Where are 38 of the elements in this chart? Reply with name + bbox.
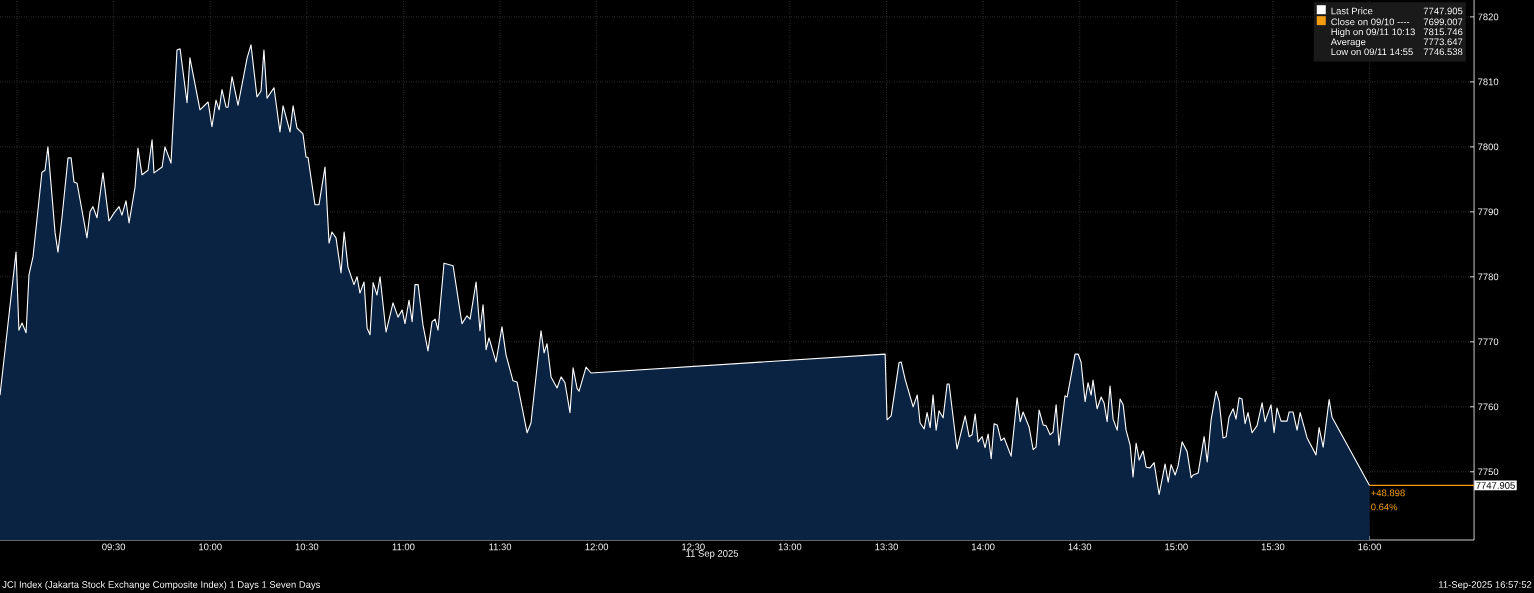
annotation: +48.898 [1371, 489, 1405, 497]
x-tick-label: 11:00 [392, 543, 415, 551]
x-axis-title: 11 Sep 2025 [686, 550, 739, 559]
y-tick-label: 7820 [1478, 13, 1499, 21]
annotation: 7773.647 [1423, 38, 1463, 46]
annotation: 7815.746 [1423, 28, 1463, 36]
annotation: 7746.538 [1423, 48, 1463, 56]
annotation: Low on 09/11 14:55 [1331, 48, 1413, 56]
legend-label: Last Price [1331, 7, 1373, 15]
x-tick-label: 16:00 [1358, 543, 1381, 551]
x-tick-label: 15:30 [1261, 543, 1285, 551]
x-tick-label: 13:00 [778, 543, 802, 551]
annotation: Close on 09/10 ---- [1331, 18, 1410, 26]
x-tick-label: 10:00 [199, 543, 222, 551]
y-tick-label: 7760 [1478, 403, 1499, 411]
annotation: Average [1330, 38, 1366, 48]
x-tick-label: 14:00 [971, 543, 995, 551]
x-tick-label: 11:30 [489, 543, 512, 551]
x-tick-label: 14:30 [1068, 543, 1092, 551]
x-tick-label: 09:30 [102, 543, 126, 551]
x-tick-label: 12:30 [682, 543, 705, 551]
y-tick-label: 7750 [1478, 468, 1499, 476]
annotation: High on 09/11 10:13 [1331, 28, 1415, 38]
text: JCI Index (Jakarta Stock Exchange Composite Index) 1 Days 1 Seven Days [2, 580, 321, 590]
y-tick-label: 7810 [1478, 78, 1499, 86]
x-tick-label: 13:30 [875, 543, 898, 551]
y-tick-label: 7780 [1478, 273, 1499, 281]
annotation: 0.64% [1371, 503, 1398, 511]
x-tick-label: 15:00 [1165, 543, 1188, 551]
x-tick-label: 10:30 [295, 543, 319, 551]
annotation: 7699.007 [1423, 18, 1463, 26]
y-tick-label: 7770 [1478, 338, 1499, 346]
text: 11-Sep-2025 16:57:52 [1439, 581, 1532, 590]
annotation: 7747.905 [1423, 7, 1463, 15]
y-tick-label: 7790 [1478, 208, 1499, 216]
annotation: 7747.905 [1476, 482, 1515, 489]
y-tick-label: 7800 [1478, 143, 1499, 151]
x-tick-label: 12:00 [585, 543, 609, 551]
